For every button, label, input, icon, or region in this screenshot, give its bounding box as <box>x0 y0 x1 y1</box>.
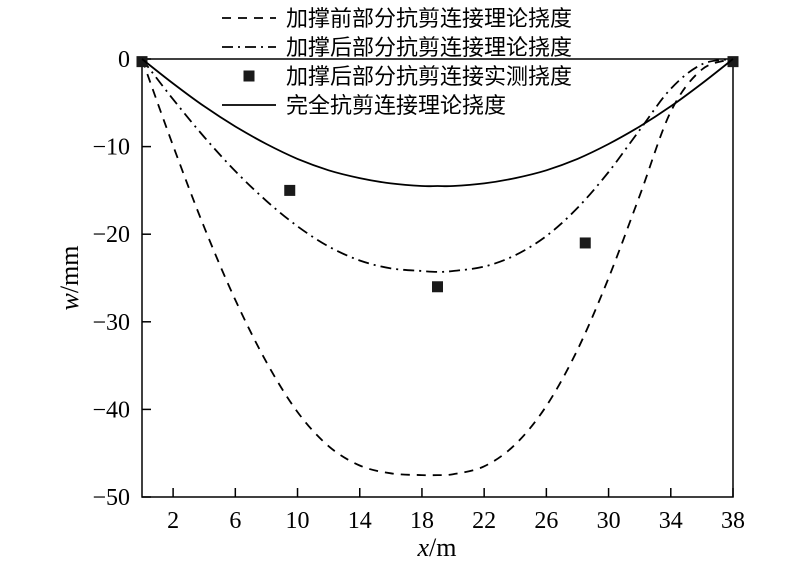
x-axis-var: x <box>417 533 430 562</box>
x-axis-unit: /m <box>429 533 456 562</box>
y-axis-title: w/mm <box>55 245 84 310</box>
y-tick-label: −30 <box>92 310 130 336</box>
legend-label: 完全抗剪连接理论挠度 <box>286 94 506 119</box>
x-axis-title: x/m <box>417 533 457 562</box>
y-tick-label: −10 <box>92 135 130 161</box>
legend-label: 加撑后部分抗剪连接实测挠度 <box>286 65 572 90</box>
y-axis-unit: /mm <box>55 245 84 293</box>
x-tick-label: 14 <box>348 508 372 534</box>
plot-frame <box>141 58 734 498</box>
x-tick-label: 22 <box>472 508 496 534</box>
series-layer <box>136 56 739 477</box>
y-axis-var: w <box>55 293 84 311</box>
x-tick-label: 2 <box>167 508 179 534</box>
x-tick-label: 26 <box>534 508 558 534</box>
x-tick-label: 18 <box>410 508 434 534</box>
series-line-dashed <box>141 58 734 477</box>
legend-marker <box>243 70 255 82</box>
legend-label: 加撑后部分抗剪连接理论挠度 <box>286 36 572 61</box>
measured-point <box>284 184 296 196</box>
measured-point <box>432 281 443 293</box>
x-tick-label: 6 <box>229 508 241 534</box>
ticks: 2 6 10 14 18 22 26 30 34 380−10−20−30−40−50 <box>92 47 745 534</box>
x-tick-label: 38 <box>721 508 745 534</box>
x-tick-label: 10 <box>286 508 310 534</box>
series-line-solid <box>141 58 734 188</box>
measured-point <box>579 237 591 249</box>
measured-point <box>727 56 739 68</box>
y-tick-label: −40 <box>92 397 130 423</box>
legend-label: 加撑前部分抗剪连接理论挠度 <box>286 7 572 32</box>
x-tick-label: 30 <box>597 508 621 534</box>
legend: 加撑前部分抗剪连接理论挠度加撑后部分抗剪连接理论挠度加撑后部分抗剪连接实测挠度完… <box>222 7 572 119</box>
y-tick-label: −50 <box>92 485 130 511</box>
measured-point <box>136 56 148 68</box>
y-tick-label: 0 <box>118 47 130 73</box>
series-line-dashdot <box>141 58 734 273</box>
y-tick-label: −20 <box>92 222 130 248</box>
x-tick-label: 34 <box>659 508 683 534</box>
